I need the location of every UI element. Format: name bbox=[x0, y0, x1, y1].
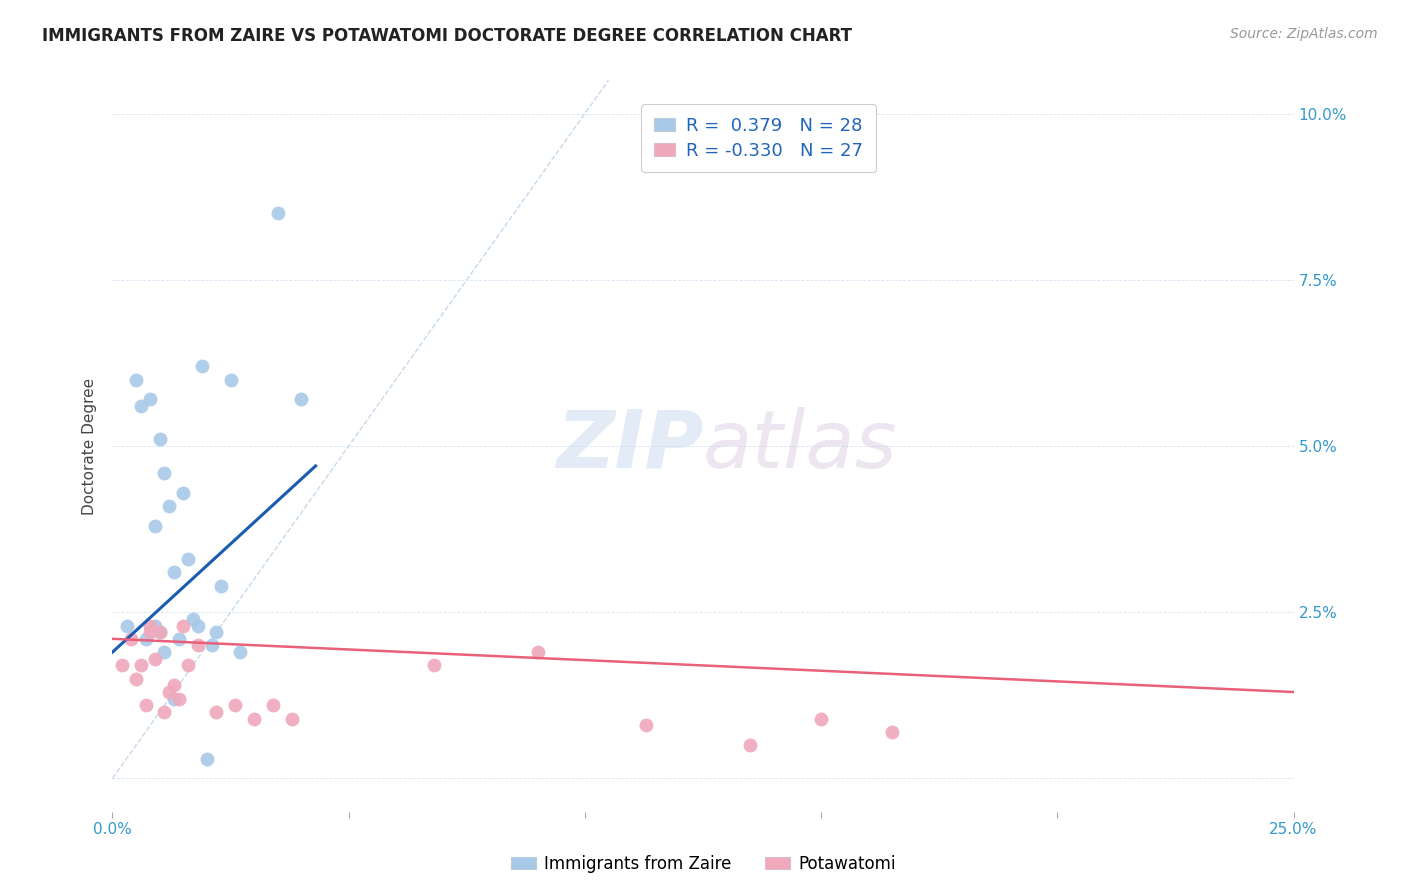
Text: atlas: atlas bbox=[703, 407, 898, 485]
Point bbox=[163, 691, 186, 706]
Point bbox=[810, 712, 832, 726]
Point bbox=[129, 399, 152, 413]
Point bbox=[149, 433, 172, 447]
Text: ZIP: ZIP bbox=[555, 407, 703, 485]
Point bbox=[167, 691, 190, 706]
Point bbox=[186, 618, 208, 632]
Point bbox=[636, 718, 658, 732]
Point bbox=[149, 625, 172, 640]
Point bbox=[153, 705, 176, 719]
Point bbox=[281, 712, 304, 726]
Y-axis label: Doctorate Degree: Doctorate Degree bbox=[82, 377, 97, 515]
Point bbox=[167, 632, 190, 646]
Text: IMMIGRANTS FROM ZAIRE VS POTAWATOMI DOCTORATE DEGREE CORRELATION CHART: IMMIGRANTS FROM ZAIRE VS POTAWATOMI DOCT… bbox=[42, 27, 852, 45]
Legend: Immigrants from Zaire, Potawatomi: Immigrants from Zaire, Potawatomi bbox=[503, 848, 903, 880]
Point bbox=[186, 639, 208, 653]
Point bbox=[143, 618, 166, 632]
Point bbox=[191, 359, 214, 374]
Point bbox=[153, 645, 176, 659]
Point bbox=[526, 645, 548, 659]
Point bbox=[135, 698, 157, 713]
Point bbox=[139, 392, 162, 407]
Point bbox=[422, 658, 444, 673]
Point bbox=[201, 639, 224, 653]
Point bbox=[172, 485, 194, 500]
Point bbox=[125, 672, 148, 686]
Point bbox=[172, 618, 194, 632]
Point bbox=[880, 725, 903, 739]
Point bbox=[125, 372, 148, 386]
Point bbox=[120, 632, 142, 646]
Point bbox=[205, 705, 228, 719]
Point bbox=[129, 658, 152, 673]
Point bbox=[163, 678, 186, 692]
Legend: R =  0.379   N = 28, R = -0.330   N = 27: R = 0.379 N = 28, R = -0.330 N = 27 bbox=[641, 104, 876, 172]
Point bbox=[163, 566, 186, 580]
Point bbox=[157, 499, 180, 513]
Point bbox=[243, 712, 266, 726]
Point bbox=[139, 625, 162, 640]
Point bbox=[181, 612, 204, 626]
Point bbox=[115, 618, 138, 632]
Point bbox=[177, 552, 200, 566]
Point bbox=[219, 372, 242, 386]
Point bbox=[195, 751, 218, 765]
Point bbox=[267, 206, 290, 220]
Point bbox=[111, 658, 134, 673]
Point bbox=[262, 698, 284, 713]
Point bbox=[290, 392, 312, 407]
Point bbox=[143, 518, 166, 533]
Point bbox=[143, 652, 166, 666]
Point bbox=[139, 618, 162, 632]
Point bbox=[157, 685, 180, 699]
Point bbox=[209, 579, 232, 593]
Point bbox=[229, 645, 252, 659]
Point bbox=[177, 658, 200, 673]
Point bbox=[149, 625, 172, 640]
Point bbox=[205, 625, 228, 640]
Point bbox=[135, 632, 157, 646]
Point bbox=[153, 466, 176, 480]
Text: Source: ZipAtlas.com: Source: ZipAtlas.com bbox=[1230, 27, 1378, 41]
Point bbox=[224, 698, 246, 713]
Point bbox=[740, 738, 762, 752]
